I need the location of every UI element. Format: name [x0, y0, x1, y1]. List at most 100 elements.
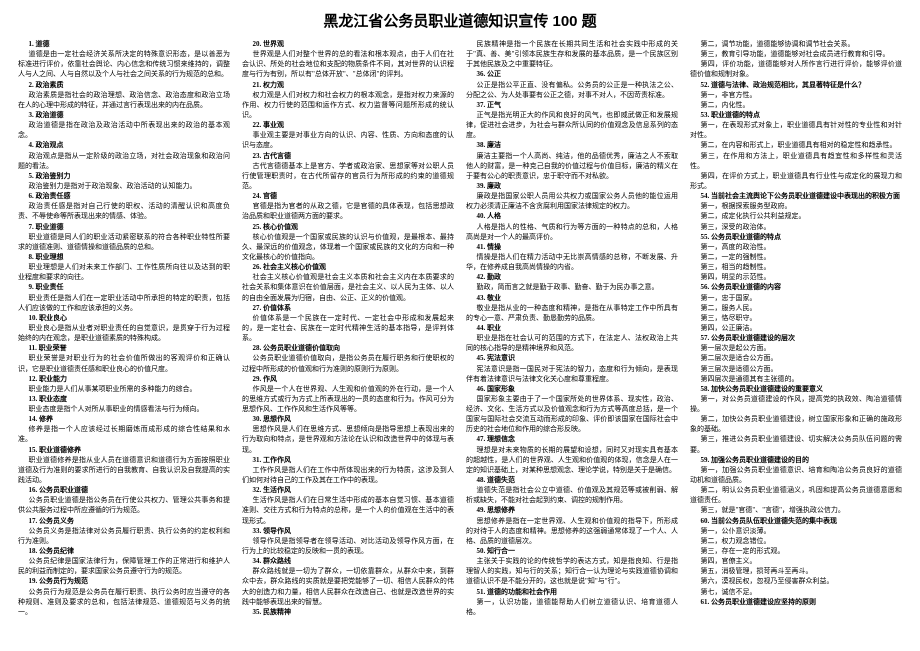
item-body: 第三，相当的趋制性。	[690, 262, 902, 272]
item-heading: 54. 当前社会主流舆论下公务员职业道德建设中表现出的积极方面	[690, 191, 902, 201]
item-body: 第一，根据探索服务型政府。	[690, 201, 902, 211]
item-heading: 7. 职业道德	[18, 222, 230, 232]
item-body: 第三，就是"官德"、"言德"，增强执政公信力。	[690, 505, 902, 515]
item-heading: 40. 人格	[466, 211, 678, 221]
item-body: 群众路线就是一切为了群众，一切依靠群众，从群众中来，到群众中去，群众路线的实质就…	[242, 566, 454, 607]
item-heading: 18. 公务员纪律	[18, 546, 230, 556]
item-body: 道德是由一定社会经济关系所决定的特殊意识形态，是以善恶为标准进行评价，依靠社会舆…	[18, 49, 230, 79]
item-heading: 52. 道德与法律、政治规范相比，其显著特征是什么？	[690, 80, 902, 90]
item-heading: 42. 勤政	[466, 272, 678, 282]
item-heading: 24. 官德	[242, 191, 454, 201]
item-heading: 50. 知行合一	[466, 546, 678, 556]
item-heading: 38. 廉洁	[466, 140, 678, 150]
item-body: 第一，对公务员道德建设的作风，提高党的执政效、陶冶道德情操。	[690, 394, 902, 414]
item-body: 廉政是指国家公职人员用公共权力或国家公务人员他的能位运用权力必须清正廉洁不含贪腐…	[466, 191, 678, 211]
item-heading: 35. 民族精神	[242, 607, 454, 617]
item-body: 宪法意识是指一国民对于宪法的智力，态度和行为倾向，是表现伴有着法律意识与法律文化…	[466, 364, 678, 384]
item-body: 理想是对未来物质的长期的展望和设想，同时又对现实具有基本的超越性，是人们的世界观…	[466, 445, 678, 475]
item-body: 政治责任感是指对自己行使的职权、活动的清醒认识和高度负责、不辱使命等所表现出来的…	[18, 201, 230, 221]
item-heading: 25. 核心价值观	[242, 222, 454, 232]
item-heading: 39. 廉政	[466, 181, 678, 191]
item-body: 权力观是人们对权力和社会权力的根本观念，是指对权力来源的作用、权力行使的范围和运…	[242, 90, 454, 120]
item-heading: 51. 道德的功能和社会作用	[466, 587, 678, 597]
item-body: 公务员职业道德是指公务员在行使公共权力、管理公共事务和提供公共服务过程中所应遵循…	[18, 495, 230, 515]
item-heading: 8. 职业理想	[18, 252, 230, 262]
item-body: 第一，高度的政治性。	[690, 242, 902, 252]
item-body: 第一，加强公务员职业道德意识、培育和陶冶公务员良好的道德动机和道德品质。	[690, 465, 902, 485]
item-body: 第三，教育引导功能，道德能够对社会成员进行教育和引导。	[690, 49, 902, 59]
item-heading: 33. 领导作风	[242, 526, 454, 536]
item-body: 国家形象主要由于了一个国家所处的世界体系、现实性，政治、经济、文化、生活方式以及…	[466, 394, 678, 435]
item-body: 思想作风是人们在思维方式、思想倾向是指导思想上表现出来的行为取向和特点，是世界观…	[242, 424, 454, 454]
item-body: 社会主义核心价值观是社会主义本质和社会主义内在本质要求的社会关系和集体意识在价值…	[242, 272, 454, 302]
item-heading: 1. 道德	[18, 39, 230, 49]
item-body: 勤政，简而言之就是勤于政事、勤奋、勤于为民办事之意。	[466, 282, 678, 292]
item-heading: 45. 宪法意识	[466, 353, 678, 363]
item-body: 敬业是指从业的一种态度和精神，是指在从事特定工作中所具有的专心一意、严肃负责、勤…	[466, 303, 678, 323]
item-body: 第三，恪尽职守。	[690, 313, 902, 323]
item-body: 核心价值观是一个国家或民族的认识与价值观，是最根本、最持久、最深远的价值观念，体…	[242, 232, 454, 262]
item-heading: 37. 正气	[466, 100, 678, 110]
item-body: 第三，存在一定的形式观。	[690, 546, 902, 556]
item-body: 第一，非官方性。	[690, 90, 902, 100]
item-heading: 17. 公务员义务	[18, 516, 230, 526]
item-body: 第二，内化性。	[690, 100, 902, 110]
item-heading: 29. 作风	[242, 374, 454, 384]
item-heading: 15. 职业道德修养	[18, 445, 230, 455]
item-heading: 31. 工作作风	[242, 455, 454, 465]
item-heading: 53. 职业道德的特点	[690, 110, 902, 120]
item-body: 第二，权力观念错位。	[690, 536, 902, 546]
item-body: 第二，调节功能，道德能够协调和调节社会关系。	[690, 39, 902, 49]
item-heading: 19. 公务员行为规范	[18, 576, 230, 586]
item-heading: 3. 政治道德	[18, 110, 230, 120]
item-heading: 55. 公务员职业道德的特点	[690, 232, 902, 242]
item-heading: 36. 公正	[466, 69, 678, 79]
item-body: 官德是指为官者的从政之德，它是官德的具体表现，包括思想政治品质和职业道德两方面的…	[242, 201, 454, 221]
item-body: 作风是一个人在世界观、人生观和价值观的外在行动，是一个人的思维方式或行为方式上所…	[242, 384, 454, 414]
item-body: 第二，在内容和形式上，职业道德具有相对的稳定性和趋承性。	[690, 140, 902, 150]
item-body: 修养是指一个人应该经过长期磨炼而成形成的综合性结果和水准。	[18, 424, 230, 444]
item-heading: 20. 世界观	[242, 39, 454, 49]
item-heading: 9. 职业责任	[18, 282, 230, 292]
item-heading: 12. 职业能力	[18, 374, 230, 384]
item-heading: 5. 政治鉴别力	[18, 171, 230, 181]
item-body: 第四层次是通德其有主张德的。	[690, 374, 902, 384]
item-body: 领导作风是指领导者在领导活动、对比活动及领导作风方面，在行为上的比较稳定的反映和…	[242, 536, 454, 556]
item-heading: 22. 事业观	[242, 120, 454, 130]
item-body: 民族精神是指一个民族在长期共同生活和社会实践中形成的关于"真、善、美"引领本民族…	[466, 39, 678, 69]
item-body: 第二，服务人民。	[690, 303, 902, 313]
item-body: 第一，忠于国家。	[690, 293, 902, 303]
item-body: 情操是指人们在精力活动中无比崇高情感的总称，不断发展、升华，在修养成自我高尚情操…	[466, 252, 678, 272]
item-heading: 30. 思想作风	[242, 414, 454, 424]
item-body: 工作作风是指人们在工作中所体现出来的行为特质，这涉及到人们如何对待自己的工作及其…	[242, 465, 454, 485]
item-body: 第二层次是适合公方面。	[690, 353, 902, 363]
item-heading: 27. 价值体系	[242, 303, 454, 313]
item-heading: 11. 职业荣誉	[18, 343, 230, 353]
item-heading: 26. 社会主义核心价值观	[242, 262, 454, 272]
item-body: 职业道德修养是指从业人员在道德意识和道德行为方面按照职业道德及行为准则的要求所进…	[18, 455, 230, 485]
item-body: 廉洁主要指一个人高尚、纯洁，他的品德优秀，廉洁之人不索取他人的财富，是一种克己自…	[466, 151, 678, 181]
item-heading: 57. 公务员职业道德建设的层次	[690, 333, 902, 343]
item-body: 第三层次是适德公方面。	[690, 364, 902, 374]
item-body: 第七，诚信不足。	[690, 587, 902, 597]
item-heading: 61. 公务员职业道德建设应坚持的原则	[690, 597, 902, 607]
item-heading: 13. 职业态度	[18, 394, 230, 404]
item-heading: 49. 思想修养	[466, 505, 678, 515]
item-body: 事业观主要是对事业方向的认识、内容、性质、方向和态度的认识与态度。	[242, 130, 454, 150]
item-body: 思想修养是指在一定世界观、人生观和价值观的指导下，所形成的对待于人的态度和精神。…	[466, 516, 678, 546]
item-heading: 48. 道德失范	[466, 475, 678, 485]
item-body: 正气是指光明正大的作风和良好的风气，也即威武做正和发展规律，促进社会进步，为社会…	[466, 110, 678, 140]
item-body: 第四，官僚主义。	[690, 556, 902, 566]
item-body: 第一层次是起公方面。	[690, 343, 902, 353]
item-body: 职业是指在社会认可的范围的方式下，在法定人、法权政治上共同的核心指导的是精神境界…	[466, 333, 678, 353]
item-heading: 32. 生活作风	[242, 485, 454, 495]
item-body: 公务员纪律是国家法律行为，保障管理工作的正常进行和维护人民的利益而制定的，要求国…	[18, 556, 230, 576]
item-body: 第一，公仆意识淡薄。	[690, 526, 902, 536]
item-body: 职业荣誉是对职业行为的社会价值所做出的客观评价和正确认识，它是职业道德责任感和职…	[18, 353, 230, 373]
item-body: 第三，在作用和方法上，职业道德具有趋宜性和多样性和灵活性。	[690, 151, 902, 171]
item-body: 政治观点是指从一定阶级的政治立场，对社会政治现象和政治问题的看法。	[18, 151, 230, 171]
item-heading: 47. 理想信念	[466, 434, 678, 444]
item-heading: 59. 加强公务员职业道德建设的目的	[690, 455, 902, 465]
item-body: 古代言德德基本上是官方、学者或政治家、思想家等对公职人员行使管理职责时，在古代所…	[242, 161, 454, 191]
item-body: 人格是指人的性格、气质和行为等方面的一种特点的总和，人格高尚是对一个人的最高评价…	[466, 222, 678, 242]
